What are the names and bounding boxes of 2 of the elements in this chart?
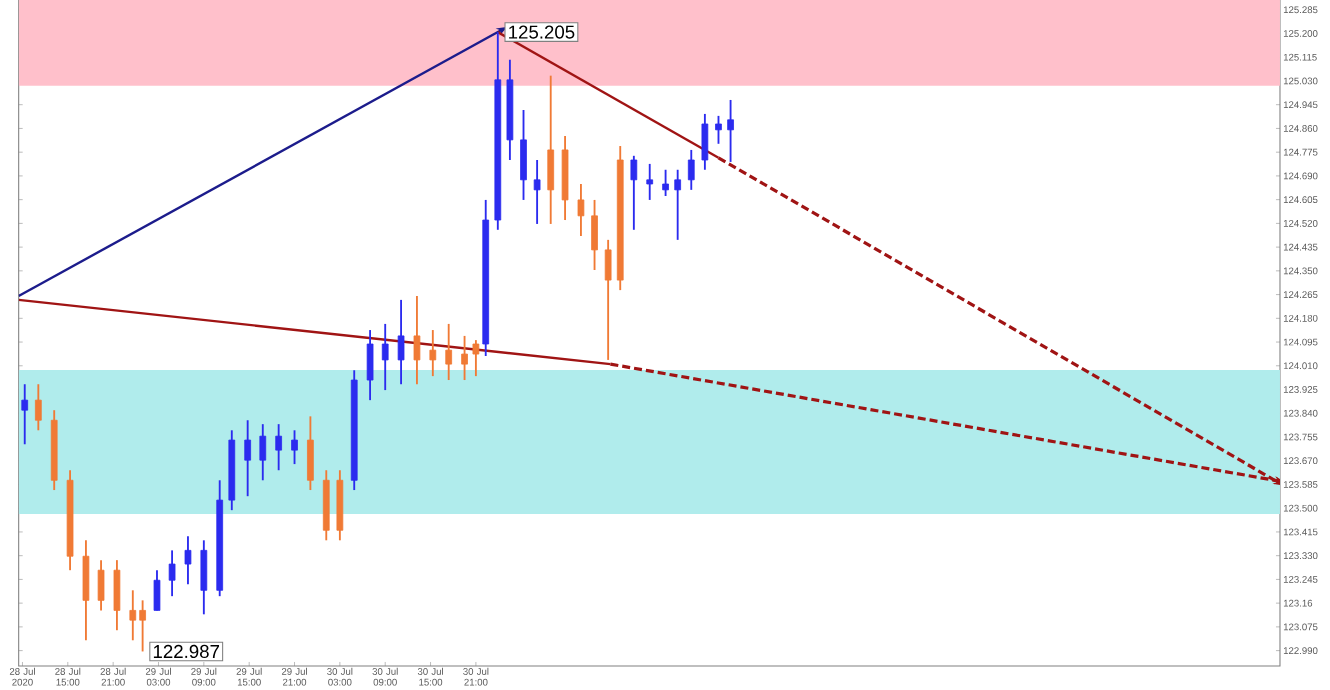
annotation: 122.987 (153, 644, 220, 659)
annotation: 125.205 (509, 25, 575, 39)
